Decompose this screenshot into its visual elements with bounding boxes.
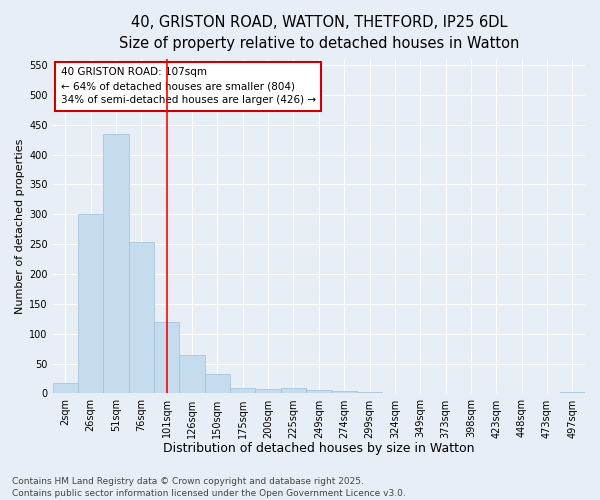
X-axis label: Distribution of detached houses by size in Watton: Distribution of detached houses by size … bbox=[163, 442, 475, 455]
Bar bbox=[205, 374, 230, 394]
Text: 40 GRISTON ROAD: 107sqm
← 64% of detached houses are smaller (804)
34% of semi-d: 40 GRISTON ROAD: 107sqm ← 64% of detache… bbox=[61, 68, 316, 106]
Bar bbox=[103, 134, 129, 394]
Bar bbox=[281, 388, 306, 394]
Bar bbox=[256, 390, 281, 394]
Bar bbox=[53, 382, 78, 394]
Bar bbox=[332, 391, 357, 394]
Bar bbox=[357, 392, 382, 394]
Bar bbox=[78, 214, 103, 394]
Bar bbox=[154, 322, 179, 394]
Title: 40, GRISTON ROAD, WATTON, THETFORD, IP25 6DL
Size of property relative to detach: 40, GRISTON ROAD, WATTON, THETFORD, IP25… bbox=[119, 15, 519, 51]
Bar bbox=[306, 390, 332, 394]
Bar bbox=[129, 242, 154, 394]
Bar bbox=[179, 354, 205, 394]
Bar bbox=[382, 393, 407, 394]
Y-axis label: Number of detached properties: Number of detached properties bbox=[15, 138, 25, 314]
Text: Contains HM Land Registry data © Crown copyright and database right 2025.
Contai: Contains HM Land Registry data © Crown c… bbox=[12, 476, 406, 498]
Bar bbox=[230, 388, 256, 394]
Bar bbox=[560, 392, 585, 394]
